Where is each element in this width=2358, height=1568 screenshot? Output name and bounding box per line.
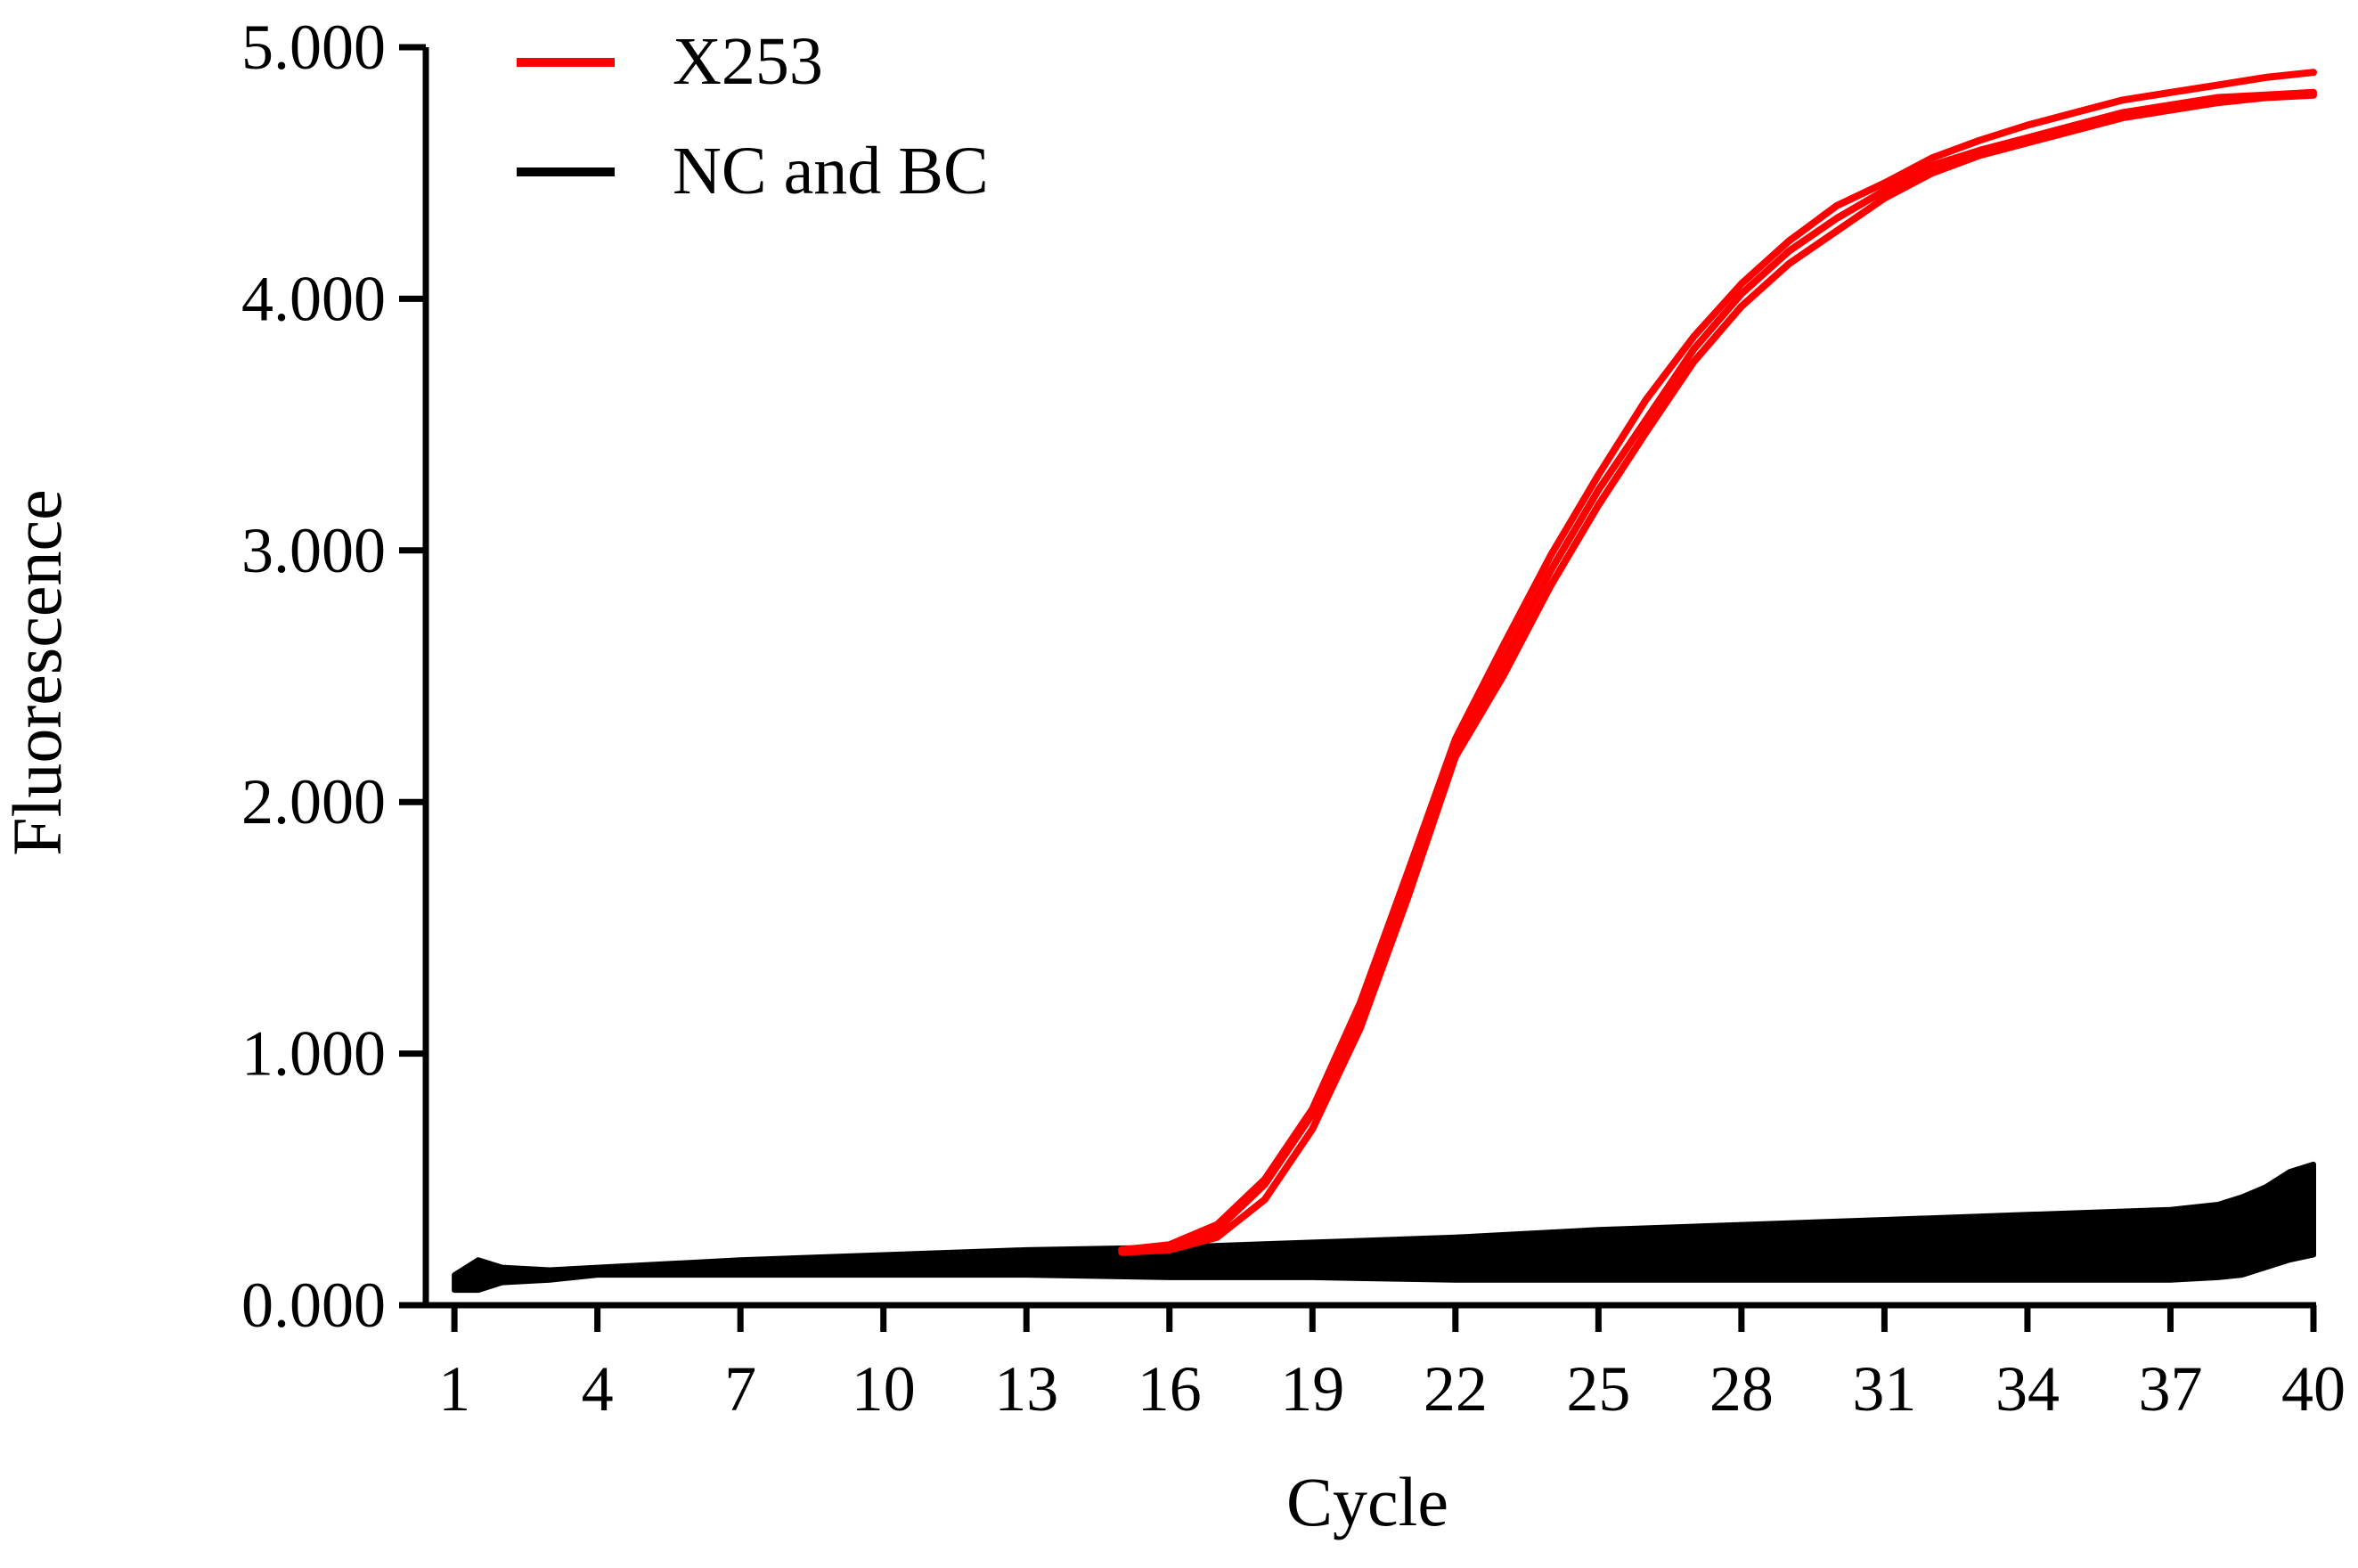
- y-axis-title: Fluorescence: [0, 489, 76, 855]
- legend-label-x253: X253: [673, 24, 823, 99]
- x-tick-label: 22: [1424, 1353, 1488, 1425]
- y-tick-label: 4.000: [241, 263, 386, 334]
- x-tick-label: 28: [1709, 1353, 1774, 1425]
- y-tick-label: 5.000: [241, 12, 386, 83]
- series-line-x253-1: [1118, 69, 2317, 1254]
- nc-bc-band-layer: [452, 1161, 2316, 1294]
- x-tick-label: 7: [724, 1353, 756, 1425]
- nc-bc-band: [452, 1161, 2316, 1294]
- x-tick-label: 4: [582, 1353, 614, 1425]
- series-layer: [1118, 69, 2317, 1256]
- x-tick-label: 19: [1280, 1353, 1344, 1425]
- x-axis-title: Cycle: [1286, 1463, 1448, 1540]
- x-tick-label: 13: [994, 1353, 1058, 1425]
- x-tick-label: 37: [2138, 1353, 2202, 1425]
- legend: X253 NC and BC: [517, 24, 989, 208]
- axes-layer: [422, 47, 2316, 1309]
- y-tick-label: 2.000: [241, 766, 386, 837]
- y-tick-label: 3.000: [241, 515, 386, 586]
- y-tick-label: 0.000: [241, 1270, 386, 1341]
- x-tick-label: 10: [852, 1353, 916, 1425]
- x-tick-label: 34: [1995, 1353, 2060, 1425]
- y-ticks: 0.000 1.000 2.000 3.000 4.000 5.000: [241, 12, 426, 1341]
- x-tick-label: 1: [438, 1353, 470, 1425]
- legend-label-nc-bc: NC and BC: [673, 134, 989, 208]
- x-ticks: 1 4 7 10 13 16 19 22 25 28 31 34 37 40: [438, 1305, 2346, 1425]
- x-tick-label: 31: [1852, 1353, 1916, 1425]
- x-tick-label: 16: [1138, 1353, 1202, 1425]
- y-tick-label: 1.000: [241, 1018, 386, 1090]
- series-line-x253-2: [1118, 88, 2317, 1254]
- x-tick-label: 25: [1566, 1353, 1630, 1425]
- series-line-x253-3: [1118, 91, 2317, 1256]
- x-tick-label: 40: [2281, 1353, 2346, 1425]
